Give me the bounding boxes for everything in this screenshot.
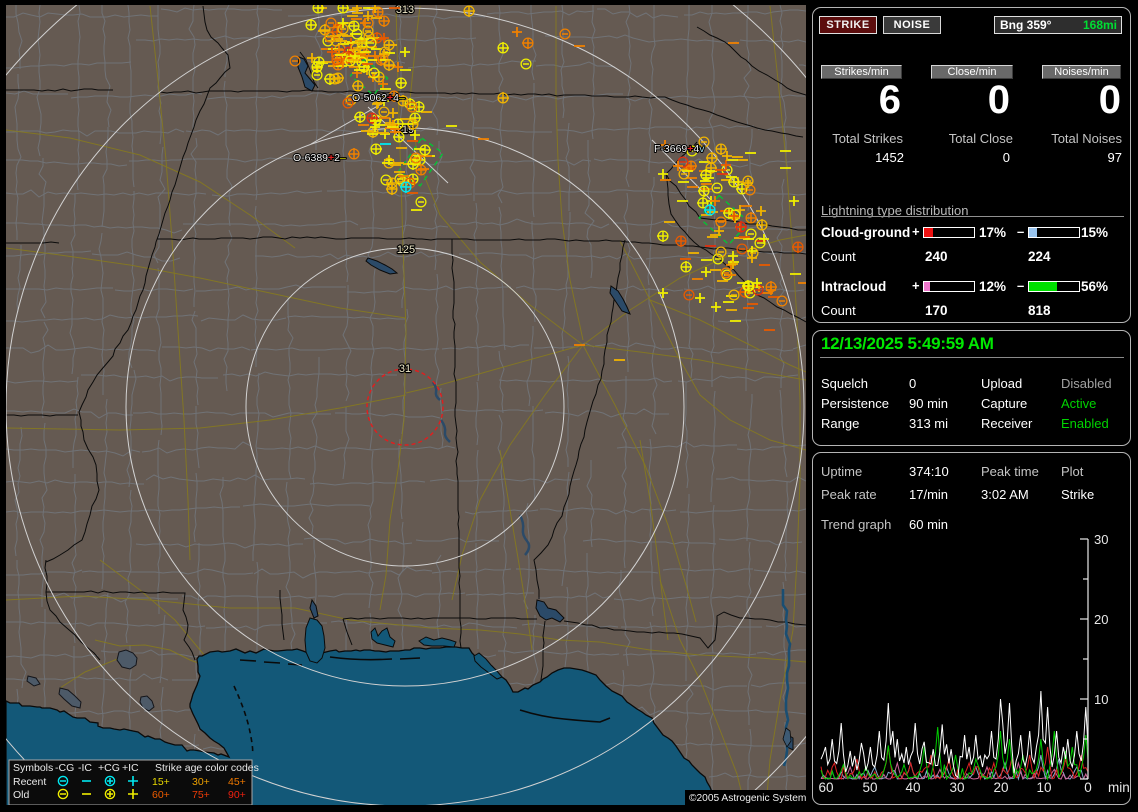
svg-text:31: 31 [399, 363, 411, 375]
svg-text:75+: 75+ [192, 789, 210, 801]
svg-text:10: 10 [1094, 692, 1108, 707]
svg-text:©2005 Astrogenic Systems: ©2005 Astrogenic Systems [689, 793, 811, 804]
svg-text:45+: 45+ [228, 776, 246, 788]
svg-text:Recent: Recent [13, 776, 46, 788]
svg-text:30: 30 [1094, 532, 1108, 547]
svg-text:F-3669+4v: F-3669+4v [654, 143, 705, 155]
svg-text:Old: Old [13, 789, 30, 801]
svg-text:Symbols: Symbols [13, 762, 53, 774]
svg-text:30+: 30+ [192, 776, 210, 788]
svg-text:15+: 15+ [152, 776, 170, 788]
svg-text:0: 0 [1084, 780, 1092, 795]
svg-text:313: 313 [396, 4, 414, 16]
svg-text:min: min [1108, 780, 1130, 795]
svg-text:10: 10 [1036, 780, 1051, 795]
svg-text:-CG: -CG [55, 762, 74, 774]
svg-text:+CG: +CG [98, 762, 120, 774]
svg-text:O-6389+2–: O-6389+2– [293, 152, 346, 164]
svg-text:50: 50 [862, 780, 877, 795]
svg-text:20: 20 [993, 780, 1008, 795]
svg-text:Strike age color codes: Strike age color codes [155, 762, 259, 774]
svg-text:90+: 90+ [228, 789, 246, 801]
svg-text:40: 40 [905, 780, 920, 795]
svg-text:30: 30 [949, 780, 964, 795]
svg-text:125: 125 [397, 244, 415, 256]
svg-text:-IC: -IC [78, 762, 92, 774]
svg-text:20: 20 [1094, 612, 1108, 627]
svg-text:+IC: +IC [122, 762, 139, 774]
svg-text:60: 60 [818, 780, 833, 795]
svg-text:60+: 60+ [152, 789, 170, 801]
svg-text:O-5062+4–: O-5062+4– [352, 92, 405, 104]
